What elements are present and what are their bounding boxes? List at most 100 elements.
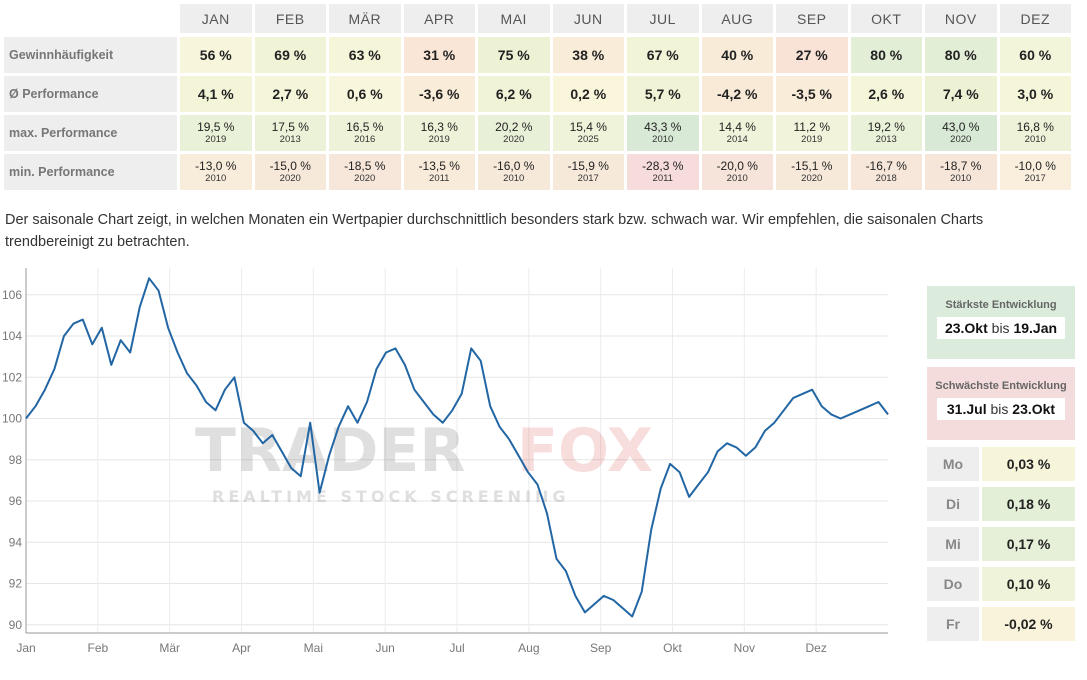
cell-year: 2011 [652, 173, 673, 184]
table-cell: -16,7 % 2018 [850, 154, 922, 190]
cell-value: 63 % [348, 47, 381, 63]
table-cell: -13,5 % 2011 [403, 154, 475, 190]
cell-year: 2016 [354, 134, 376, 145]
cell-value: 7,4 % [942, 86, 979, 102]
x-tick-label: Jul [449, 641, 464, 655]
cell-value: -13,5 % [418, 159, 460, 173]
cell-value: -15,0 % [269, 159, 311, 173]
table-cell: 69 % [254, 37, 326, 73]
table-cell: 15,4 % 2025 [552, 115, 624, 151]
watermark-subtitle: REALTIME STOCK SCREENING [212, 487, 570, 506]
cell-value: 0,6 % [346, 86, 383, 102]
row-label: Gewinnhäufigkeit [4, 37, 177, 73]
cell-value: 11,2 % [793, 120, 830, 134]
weekday-row: Di 0,18 % [927, 487, 1075, 521]
table-cell: 20,2 % 2020 [478, 115, 550, 151]
x-tick-label: Jun [375, 641, 394, 655]
strongest-range: 23.Okt bis 19.Jan [937, 317, 1065, 339]
x-tick-label: Mär [159, 641, 180, 655]
cell-value: 16,3 % [420, 120, 458, 134]
x-tick-label: Dez [805, 641, 826, 655]
cell-year: 2020 [801, 173, 823, 184]
weekday-label: Mo [927, 447, 979, 481]
seasonality-table: JAN FEB MÄR APR MAI JUN JUL AUG SEP OKT NOV DEZ Gewi… [4, 4, 1076, 191]
table-cell: 63 % [329, 37, 401, 73]
weekday-row: Fr -0,02 % [927, 607, 1075, 641]
weekday-value: -0,02 % [982, 607, 1075, 641]
x-tick-label: Mai [304, 641, 323, 655]
cell-value: -15,1 % [791, 159, 833, 173]
weekday-row: Do 0,10 % [927, 567, 1075, 601]
x-tick-label: Feb [87, 641, 108, 655]
month-header: APR [403, 4, 475, 33]
x-tick-label: Nov [734, 641, 755, 655]
table-cell: 80 % [925, 37, 997, 73]
cell-year: 2019 [428, 134, 450, 145]
table-cell: -3,6 % [403, 76, 475, 112]
y-tick-label: 90 [9, 618, 23, 632]
cell-value: 75 % [497, 47, 530, 63]
cell-value: -16,7 % [865, 159, 907, 173]
table-cell: -10,0 % 2017 [999, 154, 1071, 190]
table-cell: 31 % [403, 37, 475, 73]
cell-year: 2010 [726, 173, 748, 184]
weakest-sep: bis [990, 401, 1009, 417]
table-cell: 67 % [627, 37, 699, 73]
cell-value: -13,0 % [195, 159, 237, 173]
cell-value: 14,4 % [718, 120, 756, 134]
cell-year: 2017 [577, 173, 599, 184]
cell-year: 2010 [503, 173, 525, 184]
cell-value: -4,2 % [717, 86, 758, 102]
y-tick-label: 94 [9, 535, 23, 549]
month-header: DEZ [999, 4, 1071, 33]
cell-value: 38 % [572, 47, 605, 63]
description-text: Der saisonale Chart zeigt, in welchen Mo… [5, 212, 984, 250]
table-cell: 17,5 % 2013 [254, 115, 326, 151]
cell-value: 2,6 % [868, 86, 905, 102]
cell-value: 19,2 % [867, 120, 905, 134]
table-cell: 4,1 % [180, 76, 252, 112]
weekday-label: Fr [927, 607, 979, 641]
table-cell: 43,3 % 2010 [627, 115, 699, 151]
table-cell: -3,5 % [776, 76, 848, 112]
y-tick-label: 98 [9, 453, 23, 467]
cell-value: 43,3 % [644, 120, 682, 134]
weekday-row: Mo 0,03 % [927, 447, 1075, 481]
table-cell: -15,9 % 2017 [552, 154, 624, 190]
row-label: min. Performance [4, 154, 177, 190]
weakest-to: 23.Okt [1012, 401, 1056, 417]
cell-year: 2019 [205, 134, 227, 145]
month-header: SEP [776, 4, 848, 33]
weakest-range: 31.Jul bis 23.Okt [937, 398, 1065, 420]
strongest-development-box: Stärkste Entwicklung 23.Okt bis 19.Jan [927, 286, 1075, 359]
strongest-sep: bis [991, 320, 1010, 336]
cell-value: 2,7 % [272, 86, 309, 102]
cell-year: 2010 [950, 173, 972, 184]
cell-year: 2013 [875, 134, 897, 145]
cell-value: 16,5 % [346, 120, 384, 134]
table-cell: 19,2 % 2013 [850, 115, 922, 151]
seasonal-line-chart: TRADER FOX REALTIME STOCK SCREENING 90 92… [2, 268, 889, 655]
cell-value: 40 % [721, 47, 754, 63]
x-tick-label: Okt [663, 641, 682, 655]
strongest-from: 23.Okt [944, 320, 988, 336]
table-cell: 16,3 % 2019 [403, 115, 475, 151]
table-cell: 2,7 % [254, 76, 326, 112]
cell-year: 2019 [801, 134, 823, 145]
cell-year: 2014 [726, 134, 748, 145]
table-cell: 38 % [552, 37, 624, 73]
cell-value: -18,5 % [344, 159, 386, 173]
x-tick-label: Aug [518, 641, 539, 655]
weakest-development-box: Schwächste Entwicklung 31.Jul bis 23.Okt [927, 367, 1075, 440]
cell-value: -3,5 % [791, 86, 832, 102]
table-cell: 11,2 % 2019 [776, 115, 848, 151]
table-cell: -18,7 % 2010 [925, 154, 997, 190]
y-tick-label: 104 [2, 329, 22, 343]
cell-year: 2013 [279, 134, 301, 145]
cell-year: 2020 [354, 173, 376, 184]
month-header: NOV [925, 4, 997, 33]
table-cell: 80 % [850, 37, 922, 73]
cell-value: 69 % [274, 47, 307, 63]
y-tick-label: 96 [9, 494, 23, 508]
cell-year: 2020 [279, 173, 301, 184]
